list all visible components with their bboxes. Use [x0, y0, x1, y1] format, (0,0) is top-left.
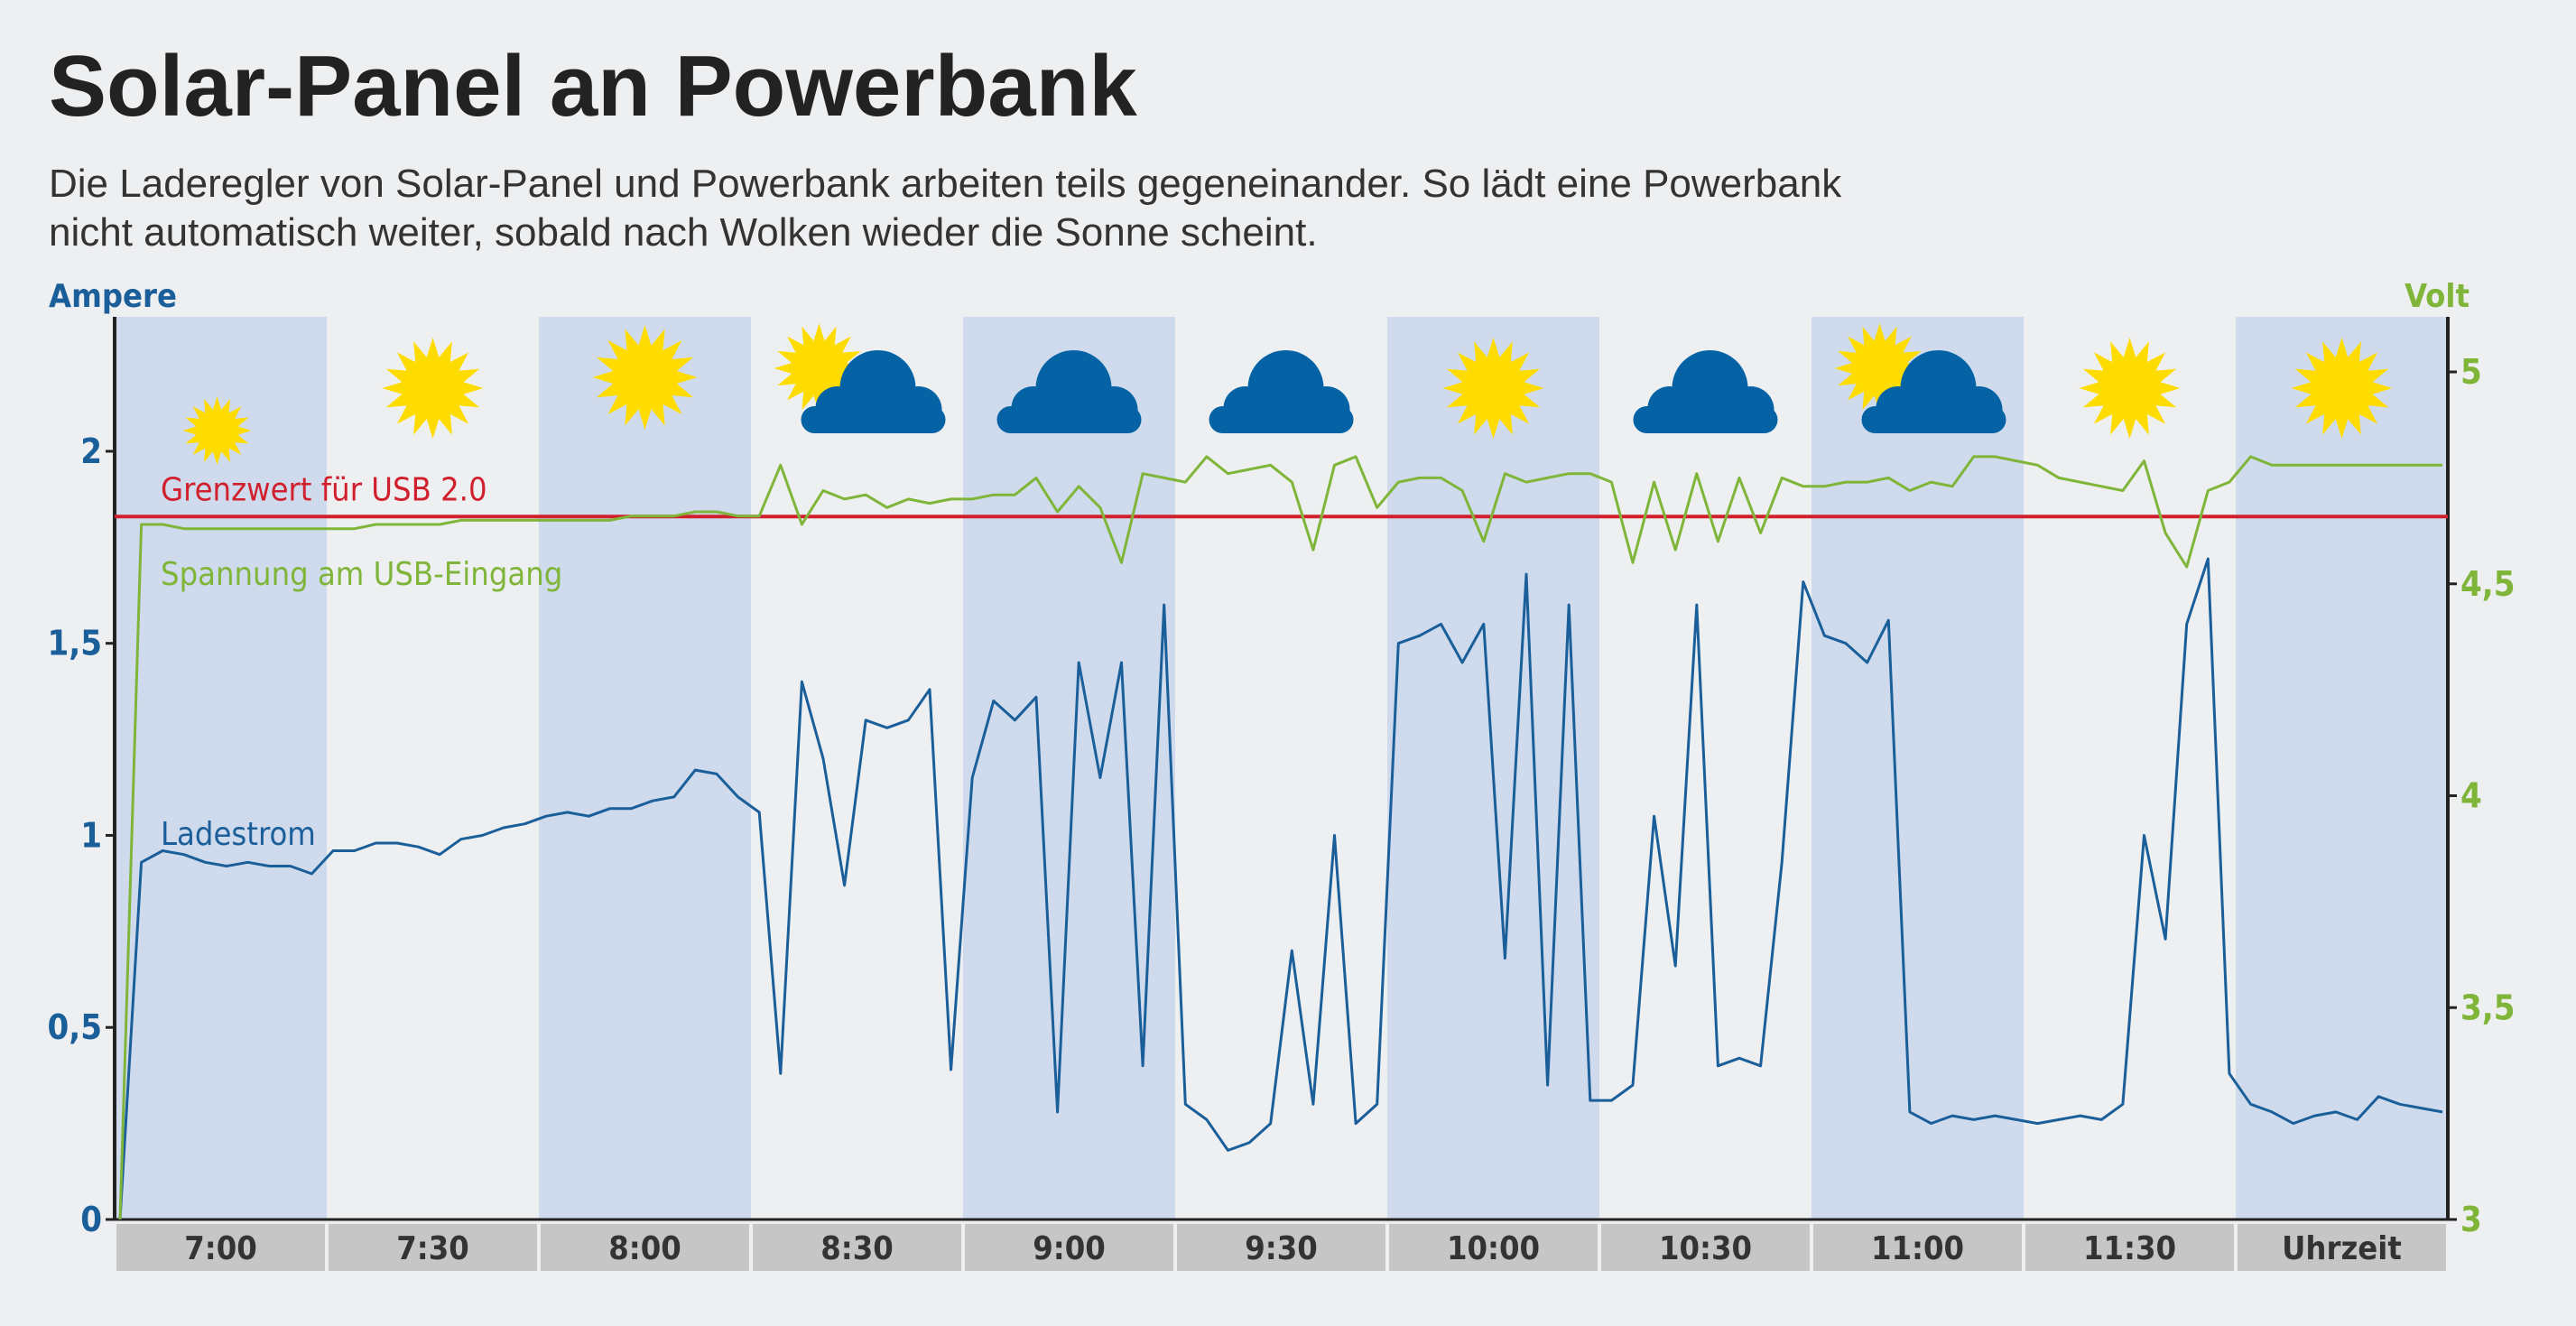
y-tick-label: 2 — [80, 431, 102, 471]
category-cell — [1389, 1224, 1598, 1271]
y2-axis-label: Volt — [2405, 278, 2469, 315]
band-shade — [2236, 317, 2448, 1219]
subtitle: Die Laderegler von Solar-Panel und Power… — [49, 162, 1842, 206]
y-tick-label: 1,5 — [47, 624, 102, 663]
cloud-icon — [1861, 350, 2006, 433]
x-tick-label: 9:30 — [1245, 1230, 1318, 1267]
cloud-part — [996, 406, 1142, 433]
series-line — [118, 455, 2442, 1220]
chart-title: Solar-Panel an Powerbank — [49, 38, 1137, 134]
x-tick-label: 7:30 — [396, 1230, 469, 1267]
category-cell — [753, 1224, 961, 1271]
band-shade — [539, 317, 751, 1219]
x-tick-label: Uhrzeit — [2282, 1230, 2402, 1267]
x-tick-label: 10:30 — [1659, 1230, 1752, 1267]
x-tick-label: 8:00 — [608, 1230, 681, 1267]
cloud-part — [1861, 406, 2006, 433]
sun-icon — [1442, 338, 1544, 439]
subtitle: nicht automatisch weiter, sobald nach Wo… — [49, 210, 1318, 255]
category-cell — [965, 1224, 1173, 1271]
band-shade — [1812, 317, 2024, 1219]
x-tick-label: 10:00 — [1447, 1230, 1540, 1267]
cloud-icon — [801, 350, 946, 433]
cloud-icon — [1633, 350, 1778, 433]
y2-tick-label: 4,5 — [2460, 564, 2516, 604]
sun-icon — [382, 338, 484, 439]
y2-tick-label: 3 — [2460, 1200, 2482, 1239]
cloud-icon — [996, 350, 1142, 433]
band-shade — [115, 317, 327, 1219]
x-tick-label: 7:00 — [184, 1230, 257, 1267]
y2-tick-label: 5 — [2460, 352, 2482, 392]
y-tick-label: 0,5 — [47, 1007, 102, 1047]
y2-tick-label: 4 — [2460, 776, 2482, 816]
category-cell — [2238, 1224, 2446, 1271]
x-tick-label: 8:30 — [820, 1230, 894, 1267]
y-tick-label: 1 — [80, 815, 102, 855]
sun-icon — [2079, 338, 2181, 439]
cloud-icon — [1209, 350, 1354, 433]
x-tick-label: 9:00 — [1033, 1230, 1106, 1267]
cloud-part — [1633, 406, 1778, 433]
y2-tick-label: 3,5 — [2460, 988, 2516, 1027]
category-cell — [2025, 1224, 2234, 1271]
cloud-part — [801, 406, 946, 433]
category-cell — [116, 1224, 325, 1271]
category-cell — [329, 1224, 537, 1271]
series-line — [118, 557, 2443, 1220]
category-cell — [1177, 1224, 1385, 1271]
sun-icon — [592, 325, 698, 430]
cloud-part — [1209, 406, 1354, 433]
threshold-label: Grenzwert für USB 2.0 — [161, 471, 487, 508]
x-tick-label: 11:30 — [2083, 1230, 2176, 1267]
category-cell — [1601, 1224, 1810, 1271]
sun-icon — [182, 396, 252, 465]
category-cell — [541, 1224, 749, 1271]
series-label: Spannung am USB-Eingang — [161, 556, 562, 593]
category-cell — [1813, 1224, 2022, 1271]
x-tick-label: 11:00 — [1871, 1230, 1964, 1267]
sun-icon — [2291, 338, 2393, 439]
y-axis-label: Ampere — [49, 278, 177, 315]
series-label: Ladestrom — [161, 816, 316, 853]
y-tick-label: 0 — [80, 1200, 102, 1239]
band-shade — [963, 317, 1175, 1219]
